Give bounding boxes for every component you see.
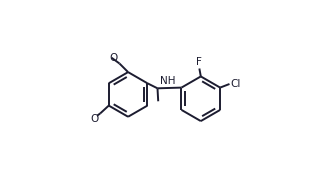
Text: F: F xyxy=(196,57,202,67)
Text: O: O xyxy=(110,53,118,63)
Text: NH: NH xyxy=(160,76,176,86)
Text: O: O xyxy=(90,114,98,124)
Text: Cl: Cl xyxy=(230,79,241,89)
